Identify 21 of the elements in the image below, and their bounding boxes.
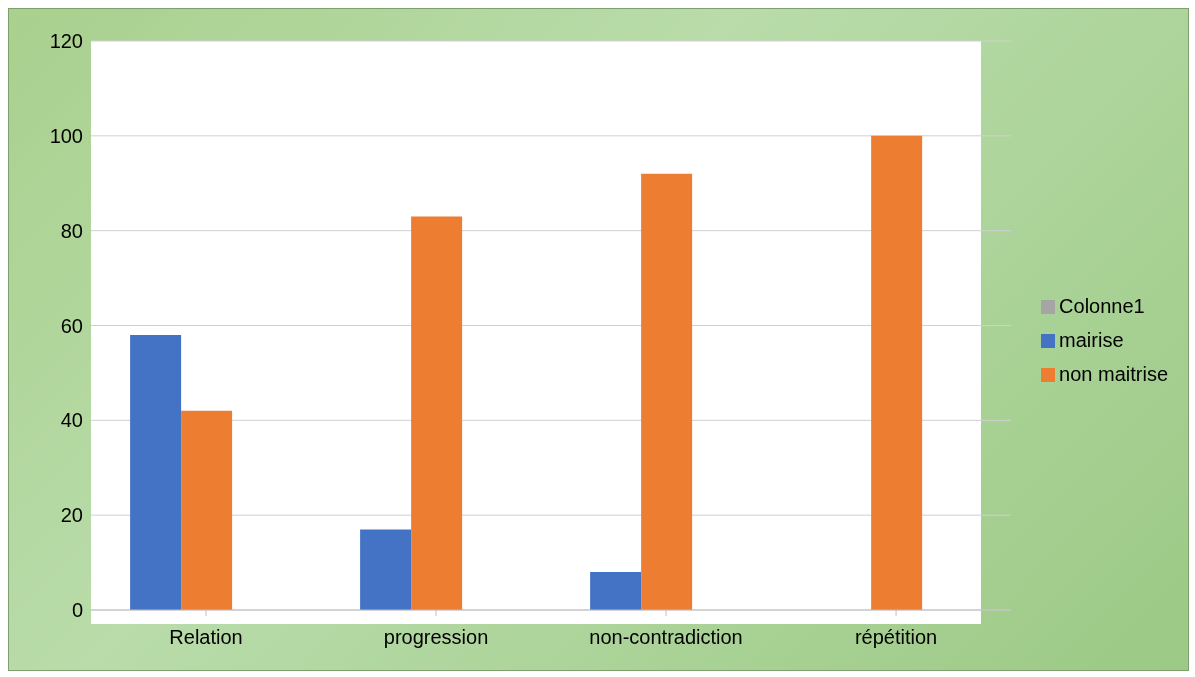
y-tick-label: 0 [71, 599, 83, 622]
x-tick-label: progression [383, 626, 489, 649]
y-tick-label: 40 [60, 409, 83, 432]
bar [590, 572, 642, 610]
bar [411, 216, 463, 610]
y-tick-label: 120 [49, 30, 83, 53]
y-tick-label: 100 [49, 124, 83, 147]
bar [871, 135, 923, 610]
y-tick-label: 20 [60, 504, 83, 527]
x-tick-label: répétition [854, 626, 938, 649]
x-tick-label: non-contradiction [589, 626, 743, 649]
y-tick-label: 80 [60, 219, 83, 242]
x-tick-label: Relation [169, 626, 243, 649]
y-tick-label: 60 [60, 314, 83, 337]
bar [181, 410, 233, 610]
legend-label: Colonne1 [1059, 294, 1145, 317]
bar [130, 334, 182, 610]
legend-label: mairise [1059, 328, 1124, 351]
legend-label: non maitrise [1059, 362, 1168, 385]
bar [360, 529, 412, 610]
bar [641, 173, 693, 610]
